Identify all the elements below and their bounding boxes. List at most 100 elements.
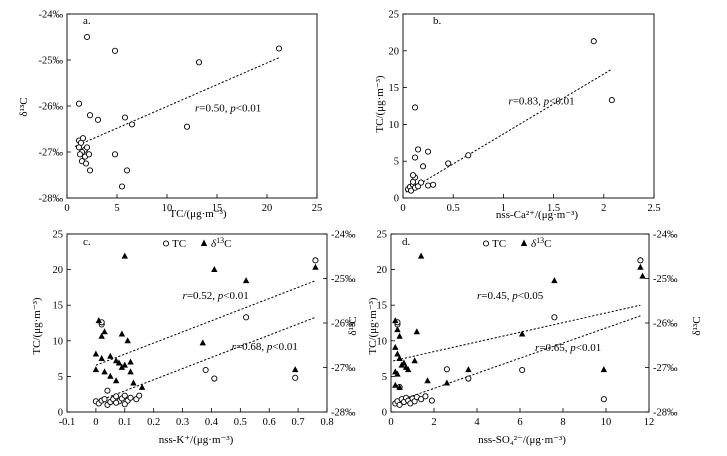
panel-c-ytick-label: 20 (53, 265, 64, 276)
panel-d-point-d13c (405, 366, 412, 373)
panel-c-point-d13c (138, 383, 146, 390)
panel-c-point-tc (121, 392, 128, 399)
panel-a-label: a. (83, 15, 91, 27)
panel-d-point-d13c (424, 377, 431, 384)
panel-d-rtick-label: -24‰ (653, 230, 678, 241)
panel-a-ytick-label: -28‰ (39, 194, 64, 205)
panel-c-rtick-label: -25‰ (331, 274, 356, 285)
panel-c-frame (66, 233, 328, 413)
panel-a-point (79, 135, 87, 142)
panel-d-point-d13c (639, 272, 646, 279)
panel-c-point-d13c (98, 332, 105, 339)
panel-a-ylabel: δ¹³C (18, 97, 30, 116)
panel-c-plot: -0.1 0 0.1 0.2 0.3 0.4 0.5 0.6 0.7 0.80510152025-… (53, 230, 356, 429)
panel-d-ytick-label: 10 (377, 336, 388, 347)
panel-d-fit-line (392, 315, 641, 404)
panel-b-point (445, 160, 452, 167)
panel-c-legend-d13c-label: δ13C (211, 236, 231, 250)
panel-d-point-tc (551, 314, 558, 321)
panel-c-ytick-label: 5 (58, 372, 63, 383)
panel-b-point (465, 152, 472, 159)
panel-b-point (415, 146, 422, 153)
panel-c-point-d13c (121, 361, 128, 368)
panel-d-xtick-label: 8 (560, 417, 565, 428)
panel-a-ytick-label: -25‰ (39, 56, 64, 67)
panel-b-ytick-label: 10 (389, 120, 400, 131)
panel-c-point-d13c (124, 337, 131, 344)
panel-c-point-d13c (112, 377, 120, 384)
panel-b-point (411, 104, 419, 111)
panel-b-ytick-label: 15 (389, 83, 400, 94)
panel-c-xtick-label: -0.1 (59, 417, 76, 428)
panel-a-point (82, 160, 90, 167)
panel-c-point-tc (101, 396, 108, 403)
panel-c-rtick-label: -24‰ (331, 230, 356, 241)
panel-d-ytick-label: 5 (382, 372, 387, 383)
panel-b-ytick-label: 25 (389, 10, 400, 21)
panel-c-point-d13c (115, 359, 123, 366)
panel-c-point-d13c (107, 352, 114, 359)
panel-c-xtick-label: 0.1 (118, 417, 131, 428)
panel-d-xtick-label: 0 (388, 417, 393, 428)
panel-b-point (425, 182, 432, 189)
panel-b-ylabel: TC/(μg·m⁻³) (374, 75, 386, 132)
panel-c-point-d13c (199, 339, 206, 346)
panel-b-point (590, 38, 597, 45)
panel-d-point-d13c (396, 383, 403, 390)
panel-c-ytick-label: 0 (58, 408, 63, 419)
panel-c-point-d13c (92, 350, 100, 357)
panel-b-xlabel: nss-Ca²⁺/(μg·m⁻³) (496, 209, 578, 221)
panel-c-point-d13c (95, 317, 102, 324)
panel-c-legend-d13c-marker (200, 239, 208, 246)
panel-a-ytick-label: -26‰ (39, 102, 64, 113)
panel-a-point (75, 144, 83, 151)
panel-c-rtick-label: -27‰ (331, 363, 356, 374)
panel-d-point-tc (465, 375, 472, 382)
panel-d-rtick-label: -25‰ (653, 274, 678, 285)
panel-c-point-tc (202, 366, 209, 374)
panel-c: -0.1 0 0.1 0.2 0.3 0.4 0.5 0.6 0.7 0.80510152025-… (31, 230, 359, 447)
panel-b-xtick-label: 0.5 (447, 203, 460, 214)
panel-d-point-d13c (465, 366, 472, 373)
panel-d-xtick-label: 2 (431, 417, 436, 428)
panel-c-point-d13c (118, 363, 126, 370)
panel-d-point-tc (600, 396, 607, 403)
panel-c-fit-line (95, 280, 316, 366)
panel-b-frame (402, 13, 655, 199)
panel-a-point (183, 123, 191, 130)
panel-d-xtick-label: 6 (517, 417, 522, 428)
panel-c-rtick-label: -28‰ (331, 408, 356, 419)
panel-d-point-tc (428, 397, 435, 404)
panel-b-plot: 0 0.5 1 1.5 2 2.5 0 5 10 15 20 25 r=0.83, p<0.01 (389, 10, 661, 215)
panel-a-xtick-label: 10 (162, 203, 173, 214)
panel-b-label: b. (433, 15, 442, 27)
panel-a-point (85, 151, 93, 158)
panel-a-xtick-label: 25 (312, 203, 323, 214)
panel-d-right-label: δ¹³C (691, 316, 703, 335)
panel-d-point-d13c (398, 361, 405, 368)
panel-d-ytick-label: 25 (377, 230, 388, 241)
panel-b-xtick-label: 1 (501, 203, 506, 214)
panel-c-point-d13c (127, 358, 134, 365)
panel-c-fit-line (95, 316, 316, 403)
panel-d-point-d13c (392, 343, 399, 350)
panel-b-stat-annotation: r=0.83, p<0.01 (508, 96, 574, 108)
panel-c-xtick-label: 0.4 (205, 417, 219, 428)
panel-d-rtick-label: -26‰ (653, 319, 678, 330)
panel-a-point (94, 116, 102, 123)
panel-b-ytick-label: 0 (394, 194, 399, 205)
panel-a-xtick-label: 15 (212, 203, 223, 214)
panel-a-point (128, 121, 136, 128)
panel-b-ytick-label: 20 (389, 46, 400, 57)
panel-d-frame (390, 233, 650, 413)
panel-a-point (76, 151, 84, 158)
panel-d-point-tc (422, 393, 429, 400)
panel-a-point (118, 183, 126, 190)
panel-d-ytick-label: 20 (377, 265, 388, 276)
panel-a-ytick-label: -27‰ (39, 148, 64, 159)
panel-d-legend-d13c-marker (520, 239, 528, 246)
panel-c-xlabel: nss-K⁺/(μg·m⁻³) (159, 434, 234, 446)
panel-d-point-d13c (518, 330, 526, 337)
panel-c-ytick-label: 25 (53, 230, 64, 241)
